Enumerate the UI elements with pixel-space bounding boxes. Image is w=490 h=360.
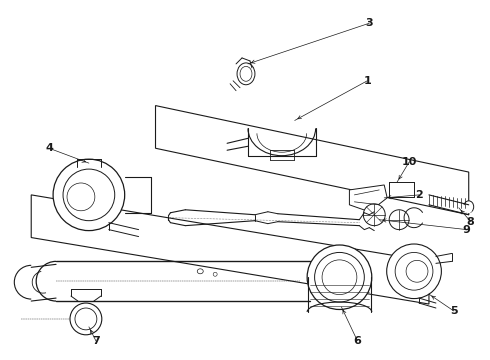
- Ellipse shape: [63, 169, 115, 221]
- Text: 2: 2: [415, 190, 423, 200]
- Ellipse shape: [315, 252, 365, 302]
- Polygon shape: [349, 185, 387, 212]
- Ellipse shape: [75, 308, 97, 330]
- Text: 5: 5: [450, 306, 458, 316]
- Ellipse shape: [387, 244, 441, 298]
- Ellipse shape: [197, 269, 203, 274]
- Text: 1: 1: [364, 76, 371, 86]
- Text: 7: 7: [92, 336, 100, 346]
- Text: 4: 4: [45, 143, 53, 153]
- Ellipse shape: [307, 245, 372, 310]
- Ellipse shape: [237, 63, 255, 85]
- Ellipse shape: [213, 272, 217, 276]
- Text: 3: 3: [366, 18, 373, 28]
- Text: 8: 8: [467, 217, 475, 227]
- Ellipse shape: [464, 201, 474, 213]
- Ellipse shape: [53, 159, 124, 231]
- Ellipse shape: [322, 260, 357, 294]
- Polygon shape: [31, 195, 429, 304]
- Text: 9: 9: [463, 225, 471, 235]
- Text: 10: 10: [401, 157, 417, 167]
- Ellipse shape: [240, 66, 252, 81]
- Ellipse shape: [406, 260, 428, 282]
- Ellipse shape: [389, 210, 409, 230]
- Polygon shape: [155, 105, 469, 215]
- Ellipse shape: [395, 252, 433, 290]
- Ellipse shape: [67, 183, 95, 211]
- Ellipse shape: [363, 204, 385, 226]
- Text: 6: 6: [353, 336, 361, 346]
- Ellipse shape: [70, 303, 102, 335]
